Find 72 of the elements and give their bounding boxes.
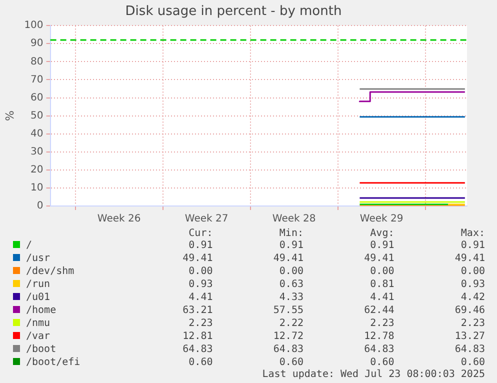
legend-label: /home xyxy=(25,304,58,317)
text: 0.00 xyxy=(369,265,396,278)
x-tick-label: Week 29 xyxy=(360,214,404,225)
x-tick-label: Week 28 xyxy=(272,214,316,225)
text: 4.42 xyxy=(460,291,486,304)
text: 0.60 xyxy=(188,356,214,369)
legend-label: /nmu xyxy=(25,317,52,330)
text: 0.91 xyxy=(278,239,304,252)
legend-label: /var xyxy=(25,330,52,343)
text: 0.63 xyxy=(278,278,304,291)
y-tick-label: 70 xyxy=(30,74,44,86)
text: 12.78 xyxy=(363,330,396,343)
y-tick-label: 0 xyxy=(36,200,44,212)
y-tick-label: 10 xyxy=(30,182,44,194)
text: 4.41 xyxy=(188,291,214,304)
x-tick-label: Week 27 xyxy=(184,214,228,225)
text: 0.81 xyxy=(369,278,396,291)
text: 57.55 xyxy=(272,304,304,317)
text: 0.91 xyxy=(460,239,486,252)
legend-label: /dev/shm xyxy=(25,265,76,278)
text: 12.72 xyxy=(272,330,304,343)
text: 64.83 xyxy=(182,343,214,356)
text: 0.00 xyxy=(278,265,304,278)
text: 62.44 xyxy=(363,304,396,317)
text: 4.41 xyxy=(369,291,396,304)
text: 49.41 xyxy=(363,252,396,265)
x-tick-label: Week 26 xyxy=(97,214,141,225)
y-tick-label: 80 xyxy=(30,56,44,68)
text: 63.21 xyxy=(182,304,214,317)
text: 0.60 xyxy=(278,356,304,369)
legend-label: /usr xyxy=(25,252,52,265)
legend-label: /run xyxy=(25,278,52,291)
y-tick-label: 40 xyxy=(30,128,44,140)
text: 2.23 xyxy=(460,317,486,330)
y-tick-label: 60 xyxy=(30,92,44,104)
text: 2.22 xyxy=(278,317,304,330)
text: 0.91 xyxy=(369,239,396,252)
y-tick-label: 90 xyxy=(30,38,44,50)
legend-label: /boot/efi xyxy=(25,356,82,369)
text: Avg: xyxy=(369,228,396,239)
legend-label: /u01 xyxy=(25,291,52,304)
text: 0.00 xyxy=(460,265,486,278)
y-tick-label: 20 xyxy=(30,164,44,176)
text: 12.81 xyxy=(182,330,214,343)
y-tick-label: 30 xyxy=(30,146,44,158)
text: 64.83 xyxy=(363,343,396,356)
text: 13.27 xyxy=(454,330,486,343)
text: 0.60 xyxy=(369,356,396,369)
chart-title: Disk usage in percent - by month xyxy=(125,4,342,20)
text: 2.23 xyxy=(188,317,214,330)
text: 0.91 xyxy=(188,239,214,252)
y-axis-title: % xyxy=(3,110,16,122)
text: 0.93 xyxy=(188,278,214,291)
y-tick-label: 100 xyxy=(24,20,44,32)
text: 64.83 xyxy=(454,343,486,356)
text: 64.83 xyxy=(272,343,304,356)
text: 49.41 xyxy=(182,252,214,265)
text: 49.41 xyxy=(454,252,486,265)
text: Min: xyxy=(278,228,304,239)
text: Max: xyxy=(460,228,486,239)
legend-label: /boot xyxy=(25,343,58,356)
text: 2.23 xyxy=(369,317,396,330)
y-tick-label: 50 xyxy=(30,110,44,122)
text: 0.00 xyxy=(188,265,214,278)
text: 69.46 xyxy=(454,304,486,317)
text: Cur: xyxy=(188,228,214,239)
text: 4.33 xyxy=(278,291,304,304)
text: 0.93 xyxy=(460,278,486,291)
legend-label: / xyxy=(25,239,34,252)
text: 0.60 xyxy=(460,356,486,369)
text: 49.41 xyxy=(272,252,304,265)
text: Last update: Wed Jul 23 08:00:03 2025 xyxy=(261,369,486,380)
